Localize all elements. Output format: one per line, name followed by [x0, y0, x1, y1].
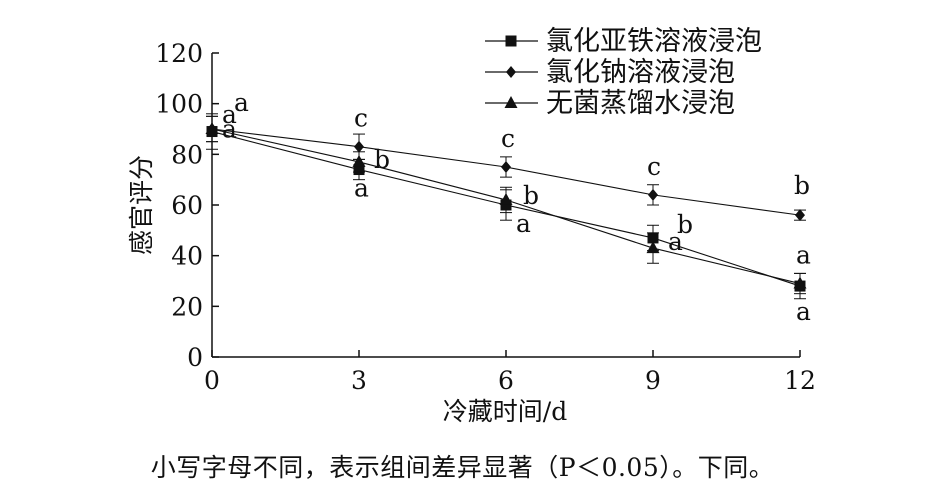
data-point: [795, 209, 805, 222]
data-point: [646, 241, 660, 254]
legend-item-diamond: 氯化钠溶液浸泡: [485, 57, 735, 88]
data-point: [648, 188, 658, 201]
y-tick-label: 120: [155, 39, 203, 68]
x-tick-label: 6: [498, 366, 514, 395]
significance-label: c: [647, 152, 661, 181]
y-tick-label: 20: [171, 292, 203, 321]
legend-marker: [506, 66, 516, 78]
y-tick-label: 100: [155, 90, 203, 119]
significance-label: a: [668, 227, 683, 256]
data-point: [205, 122, 219, 134]
significance-label: b: [794, 171, 810, 200]
data-point: [499, 192, 513, 205]
legend-marker: [505, 35, 517, 47]
y-tick-label: 60: [171, 191, 203, 220]
legend-marker: [504, 96, 518, 108]
y-tick-label: 40: [171, 242, 203, 271]
legend-label: 无菌蒸馏水浸泡: [546, 88, 735, 119]
data-point: [352, 154, 366, 167]
y-tick-label: 80: [171, 140, 203, 169]
significance-label: c: [354, 104, 368, 133]
significance-label: c: [501, 124, 515, 153]
x-tick-label: 3: [351, 366, 367, 395]
significance-label: b: [523, 181, 539, 210]
axes: 0 20 40 60 80 100 120 0 3 6 9 12: [155, 39, 816, 395]
significance-label: b: [677, 210, 693, 239]
series-layer: [205, 113, 807, 300]
significance-label: a: [516, 209, 531, 238]
legend-item-square: 氯化亚铁溶液浸泡: [485, 26, 762, 57]
legend-label: 氯化亚铁溶液浸泡: [546, 26, 762, 57]
data-point: [354, 140, 364, 153]
legend-label: 氯化钠溶液浸泡: [546, 57, 735, 88]
significance-label: a: [234, 88, 249, 117]
series-diamond: [206, 115, 806, 222]
significance-label: a: [354, 174, 369, 203]
significance-label: a: [222, 115, 237, 144]
data-point: [501, 161, 511, 173]
significance-label: b: [374, 145, 390, 174]
significance-label: a: [796, 297, 811, 326]
x-axis-label: 冷藏时间/d: [443, 397, 567, 426]
y-axis-label: 感官评分: [127, 155, 156, 255]
x-tick-label: 12: [784, 366, 816, 395]
series-triangle: [205, 115, 807, 295]
significance-label: a: [222, 100, 237, 129]
x-tick-label: 0: [204, 366, 220, 395]
legend-item-triangle: 无菌蒸馏水浸泡: [485, 88, 735, 119]
x-tick-label: 9: [645, 366, 661, 395]
data-point: [793, 276, 807, 289]
figure-caption: 小写字母不同，表示组间差异显著（P＜0.05）。下同。: [150, 453, 775, 482]
y-tick-label: 0: [187, 343, 203, 372]
significance-label: a: [796, 241, 811, 270]
